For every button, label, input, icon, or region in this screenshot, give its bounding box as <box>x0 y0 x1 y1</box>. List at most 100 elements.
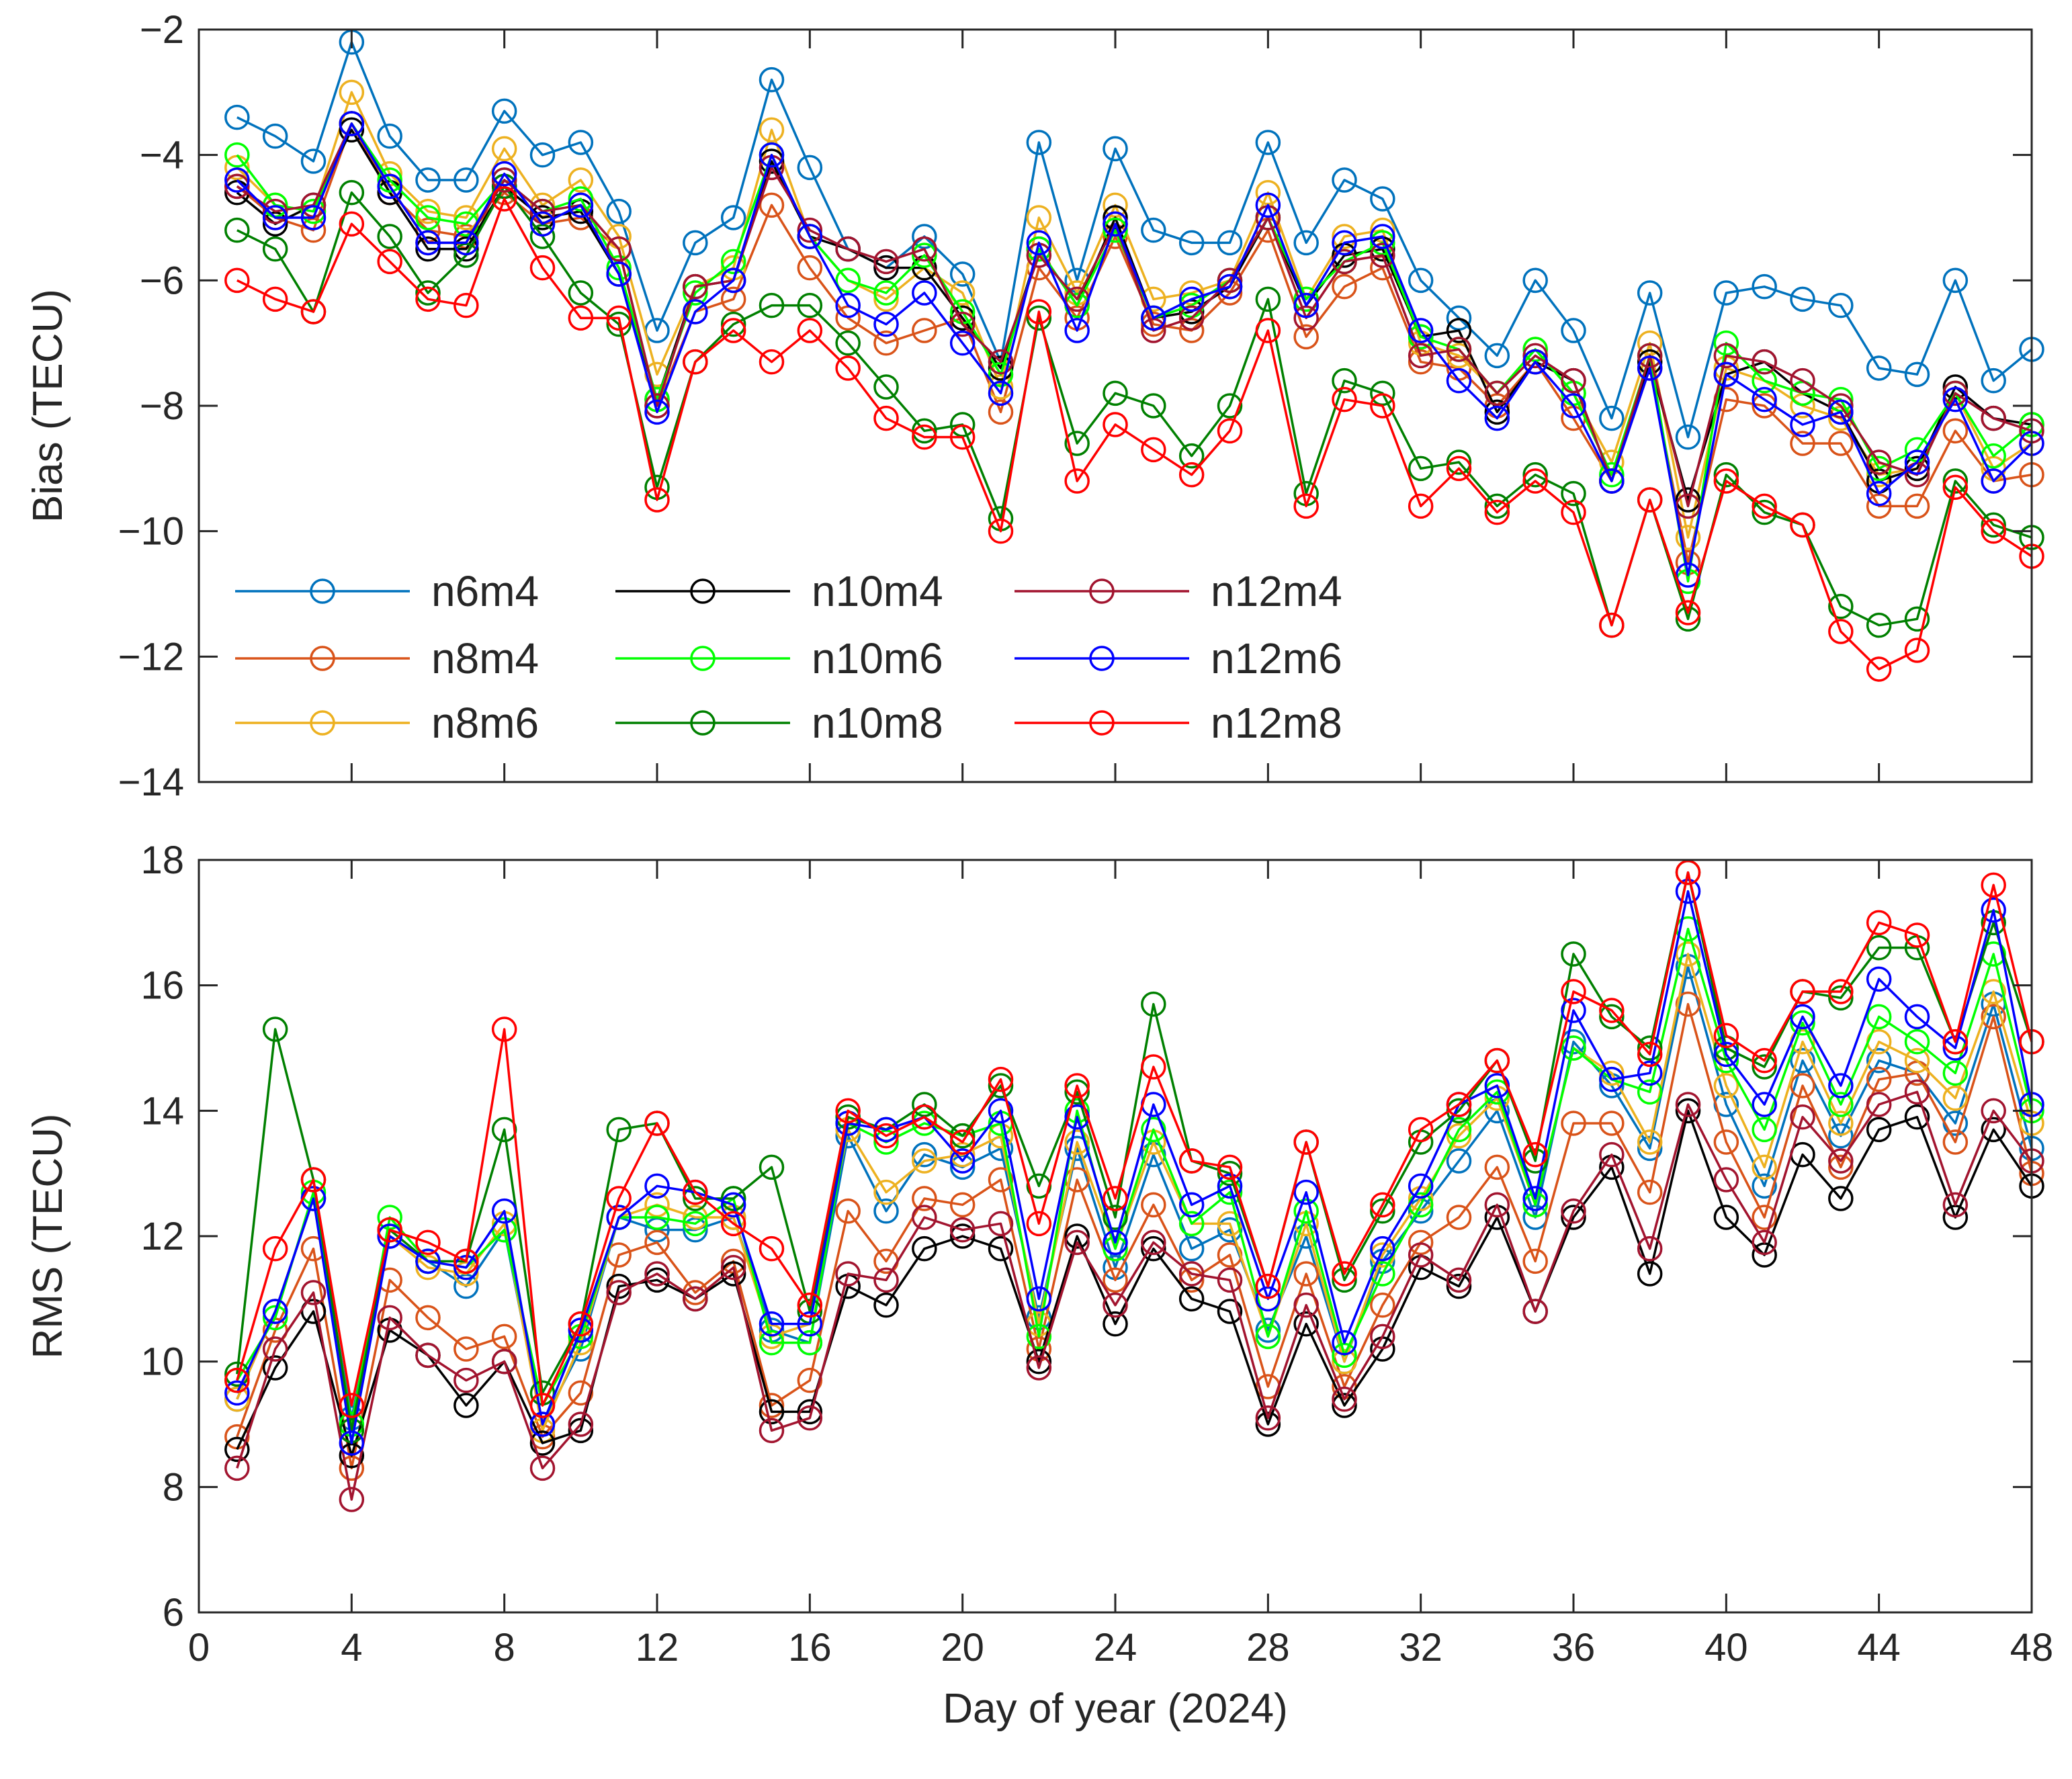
bias-point-n6m4-day-14 <box>720 205 746 230</box>
bias-point-n10m8-day-40 <box>1713 462 1739 488</box>
legend-label-n10m4: n10m4 <box>812 567 943 615</box>
bias-point-n6m4-day-41 <box>1752 273 1777 300</box>
rms-point-n12m6-day-9 <box>529 1412 556 1437</box>
bias-point-n8m4-day-42 <box>1790 431 1815 456</box>
bias-point-n6m4-day-7 <box>454 167 479 193</box>
rms-point-n10m4-day-10 <box>568 1418 594 1444</box>
bias-point-n12m6-day-6 <box>415 230 441 256</box>
bias-point-n10m6-day-22 <box>1026 236 1052 262</box>
bias-point-n12m6-day-24 <box>1103 211 1128 237</box>
rms-point-n10m4-day-39 <box>1675 1098 1701 1124</box>
rms-point-n10m6-day-22 <box>1026 1324 1052 1350</box>
rms-point-n10m4-day-14 <box>720 1261 746 1287</box>
rms-point-n12m8-day-2 <box>262 1235 288 1262</box>
rms-point-n12m8-day-16 <box>797 1292 823 1318</box>
rms-point-n12m8-day-7 <box>454 1248 479 1274</box>
bias-point-n6m4-day-47 <box>1981 367 2006 394</box>
rms-point-n8m6-day-33 <box>1446 1123 1472 1149</box>
rms-point-n6m4-day-28 <box>1255 1317 1281 1343</box>
rms-point-n8m6-day-46 <box>1942 1085 1969 1111</box>
rms-point-n10m4-day-9 <box>529 1430 556 1456</box>
rms-point-n12m6-day-42 <box>1790 1004 1815 1030</box>
bias-series-n6m4 <box>224 29 2044 450</box>
bias-point-n6m4-day-35 <box>1522 267 1548 294</box>
bias-point-n10m8-day-18 <box>873 374 899 400</box>
rms-point-n12m4-day-37 <box>1599 1141 1625 1168</box>
bias-point-n10m4-day-6 <box>415 236 441 262</box>
bias-point-n6m4-day-43 <box>1828 292 1854 318</box>
bias-point-n12m4-day-18 <box>873 249 899 275</box>
bias-point-n12m8-day-42 <box>1790 512 1815 538</box>
bias-point-n12m6-day-7 <box>454 230 479 256</box>
bias-point-n12m6-day-47 <box>1981 468 2006 494</box>
bias-point-n12m4-day-35 <box>1522 343 1548 369</box>
rms-point-n12m4-day-1 <box>224 1455 250 1481</box>
rms-point-n10m8-day-31 <box>1370 1198 1395 1224</box>
bias-point-n12m4-day-47 <box>1981 405 2006 431</box>
rms-point-n6m4-day-33 <box>1446 1148 1472 1174</box>
bias-point-n12m4-day-42 <box>1790 367 1815 394</box>
rms-point-n12m8-day-18 <box>873 1123 899 1149</box>
bias-point-n12m8-day-35 <box>1522 468 1548 494</box>
bias-point-n12m4-day-1 <box>224 173 250 200</box>
bias-point-n10m8-day-16 <box>797 292 823 318</box>
rms-y-tick-label: 10 <box>140 1340 184 1384</box>
bias-point-n12m8-day-13 <box>683 349 708 375</box>
rms-point-n10m4-day-20 <box>949 1223 976 1249</box>
legend-label-n8m4: n8m4 <box>431 634 539 683</box>
rms-point-n10m4-day-1 <box>224 1436 250 1463</box>
bias-point-n6m4-day-1 <box>224 104 250 130</box>
bias-y-tick-label: −6 <box>140 259 184 302</box>
rms-point-n10m4-day-40 <box>1713 1205 1739 1230</box>
rms-point-n8m4-day-10 <box>568 1380 594 1406</box>
rms-point-n8m4-day-7 <box>454 1336 479 1362</box>
rms-point-n10m4-day-23 <box>1064 1223 1090 1249</box>
rms-point-n12m6-day-16 <box>797 1311 823 1337</box>
bias-point-n12m6-day-11 <box>606 261 632 287</box>
legend-marker-n12m8 <box>1089 710 1115 736</box>
x-tick-label: 28 <box>1246 1626 1290 1669</box>
legend-marker-n10m6 <box>690 646 716 671</box>
rms-point-n10m8-day-8 <box>491 1117 517 1143</box>
rms-point-n12m6-day-39 <box>1675 878 1701 904</box>
rms-point-n12m4-day-9 <box>529 1455 556 1481</box>
bias-point-n12m4-day-43 <box>1828 393 1854 419</box>
rms-point-n12m6-day-6 <box>415 1248 441 1274</box>
rms-point-n8m4-day-26 <box>1178 1267 1205 1293</box>
bias-point-n10m4-day-18 <box>873 255 899 281</box>
rms-point-n8m4-day-34 <box>1484 1154 1510 1180</box>
rms-point-n12m8-day-30 <box>1332 1261 1357 1287</box>
rms-point-n8m4-day-17 <box>835 1198 861 1224</box>
rms-point-n8m4-day-39 <box>1675 991 1701 1017</box>
rms-series-layer <box>224 859 2044 1512</box>
rms-point-n12m4-day-40 <box>1713 1167 1739 1192</box>
rms-point-n12m6-day-27 <box>1217 1173 1243 1199</box>
bias-point-n10m6-day-19 <box>912 243 937 268</box>
bias-series-layer <box>224 29 2044 682</box>
rms-point-n10m8-day-43 <box>1828 985 1854 1011</box>
bias-point-n12m8-day-25 <box>1141 437 1166 463</box>
bias-point-n10m8-day-32 <box>1408 455 1434 482</box>
rms-point-n12m8-day-36 <box>1561 979 1586 1004</box>
legend-entry-n12m8: n12m8 <box>1015 699 1342 747</box>
bias-point-n6m4-day-39 <box>1675 424 1701 450</box>
rms-point-n6m4-day-42 <box>1790 1047 1815 1074</box>
rms-point-n12m4-day-27 <box>1217 1267 1243 1293</box>
rms-point-n12m4-day-25 <box>1141 1229 1166 1256</box>
legend-entry-n10m6: n10m6 <box>615 634 943 683</box>
bias-point-n10m8-day-30 <box>1332 367 1357 394</box>
bias-point-n6m4-day-29 <box>1293 230 1319 256</box>
bias-point-n10m6-day-37 <box>1599 462 1625 488</box>
bias-point-n6m4-day-37 <box>1599 405 1625 431</box>
bias-line-n12m8 <box>236 198 2032 670</box>
bias-point-n10m6-day-32 <box>1408 324 1434 350</box>
rms-point-n10m4-day-45 <box>1904 1104 1930 1130</box>
legend-marker-n8m6 <box>310 710 335 736</box>
rms-point-n12m4-day-46 <box>1942 1192 1969 1218</box>
rms-point-n10m6-day-41 <box>1752 1117 1777 1143</box>
bias-point-n12m4-day-19 <box>912 236 937 262</box>
bias-point-n12m4-day-27 <box>1217 267 1243 294</box>
legend-entry-n8m4: n8m4 <box>235 634 539 683</box>
rms-point-n12m6-day-12 <box>644 1173 670 1199</box>
